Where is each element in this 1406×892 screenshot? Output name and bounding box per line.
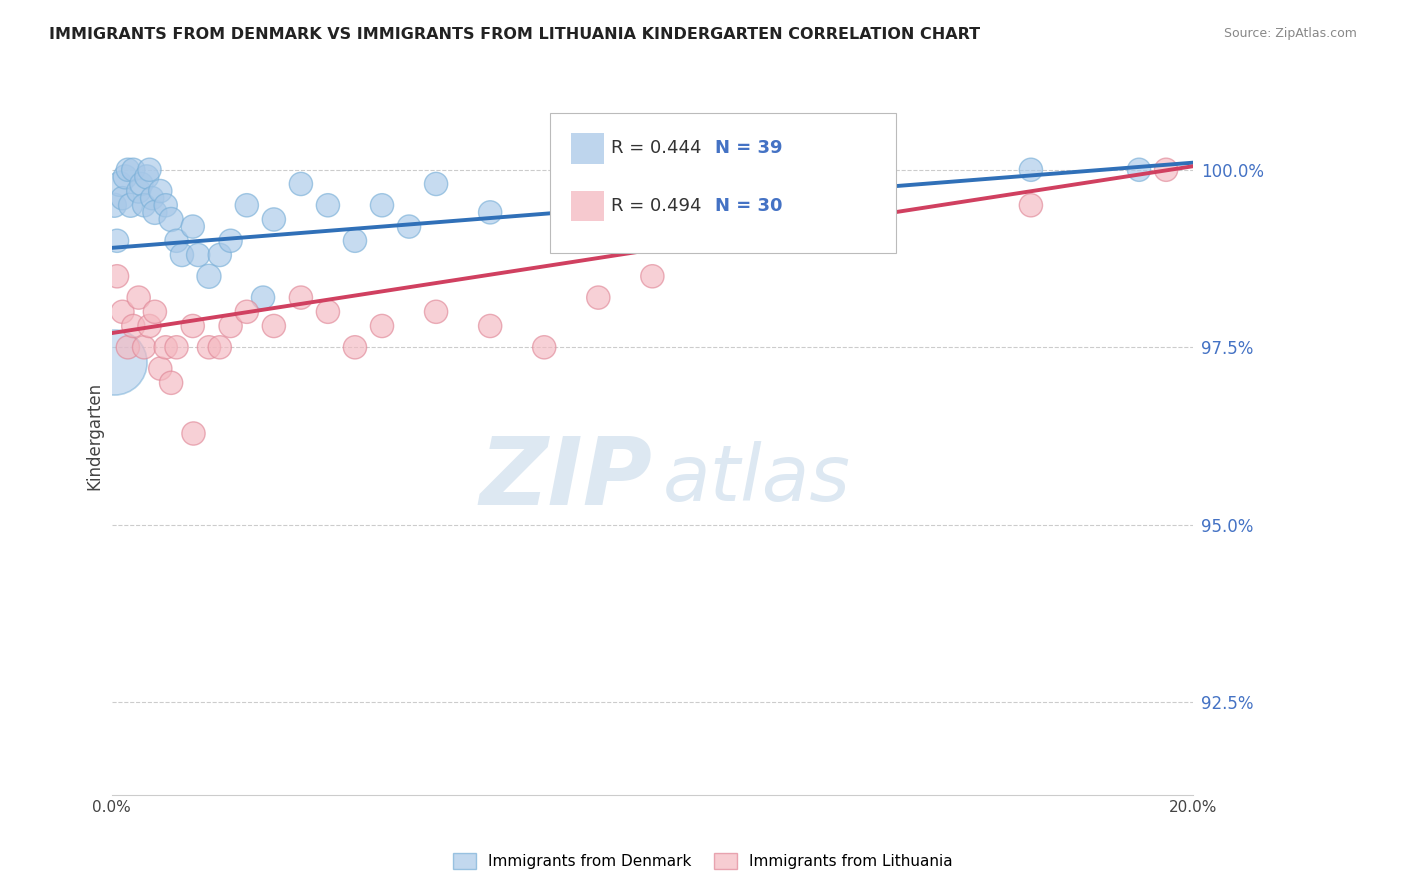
Point [143,205,166,219]
Point [181,318,204,333]
Point [208,248,231,262]
Point [120,198,142,212]
Point [160,212,183,227]
Text: ZIP: ZIP [479,434,652,525]
Point [398,219,420,234]
Point [263,212,285,227]
Point [141,191,163,205]
Point [343,234,366,248]
Point [138,318,160,333]
Point [132,340,155,354]
FancyBboxPatch shape [571,134,603,163]
Point [181,219,204,234]
Point [219,318,242,333]
Point [316,305,339,319]
Point [122,318,145,333]
Point [371,198,394,212]
Point [263,318,285,333]
Point [166,234,188,248]
Point [236,198,259,212]
Point [143,305,166,319]
Point [105,269,128,284]
Point [117,162,139,177]
Point [479,205,502,219]
Text: R = 0.444: R = 0.444 [612,139,702,158]
Point [105,234,128,248]
Point [198,269,221,284]
Point [425,305,447,319]
Point [290,177,312,191]
Point [149,361,172,376]
Point [187,248,209,262]
Point [166,340,188,354]
Point [108,177,131,191]
Point [343,340,366,354]
Point [749,198,772,212]
Point [1154,162,1177,177]
Text: IMMIGRANTS FROM DENMARK VS IMMIGRANTS FROM LITHUANIA KINDERGARTEN CORRELATION CH: IMMIGRANTS FROM DENMARK VS IMMIGRANTS FR… [49,27,980,42]
Point [155,198,177,212]
Point [181,425,204,440]
Point [149,184,172,198]
Point [170,248,193,262]
Text: N = 30: N = 30 [716,197,783,215]
Text: R = 0.494: R = 0.494 [612,197,702,215]
Point [252,291,274,305]
Point [128,184,150,198]
FancyBboxPatch shape [550,113,896,253]
Point [588,291,610,305]
Point [588,177,610,191]
Point [236,305,259,319]
Point [219,234,242,248]
Point [479,318,502,333]
Point [1019,162,1042,177]
Point [135,169,157,184]
Point [858,234,880,248]
Point [138,162,160,177]
Point [114,169,136,184]
Point [155,340,177,354]
Point [103,198,125,212]
Point [641,269,664,284]
Point [425,177,447,191]
Point [111,305,134,319]
Point [1128,162,1150,177]
Point [111,191,134,205]
Point [132,198,155,212]
Point [1019,198,1042,212]
Y-axis label: Kindergarten: Kindergarten [86,382,103,490]
Point [131,177,153,191]
Point [103,354,125,368]
Point [290,291,312,305]
Point [198,340,221,354]
Text: Source: ZipAtlas.com: Source: ZipAtlas.com [1223,27,1357,40]
Point [316,198,339,212]
Legend: Immigrants from Denmark, Immigrants from Lithuania: Immigrants from Denmark, Immigrants from… [447,847,959,875]
Point [371,318,394,333]
Point [160,376,183,390]
Point [533,340,555,354]
FancyBboxPatch shape [571,191,603,221]
Point [128,291,150,305]
Text: N = 39: N = 39 [716,139,783,158]
Text: atlas: atlas [664,442,851,517]
Point [208,340,231,354]
Point [117,340,139,354]
Point [122,162,145,177]
